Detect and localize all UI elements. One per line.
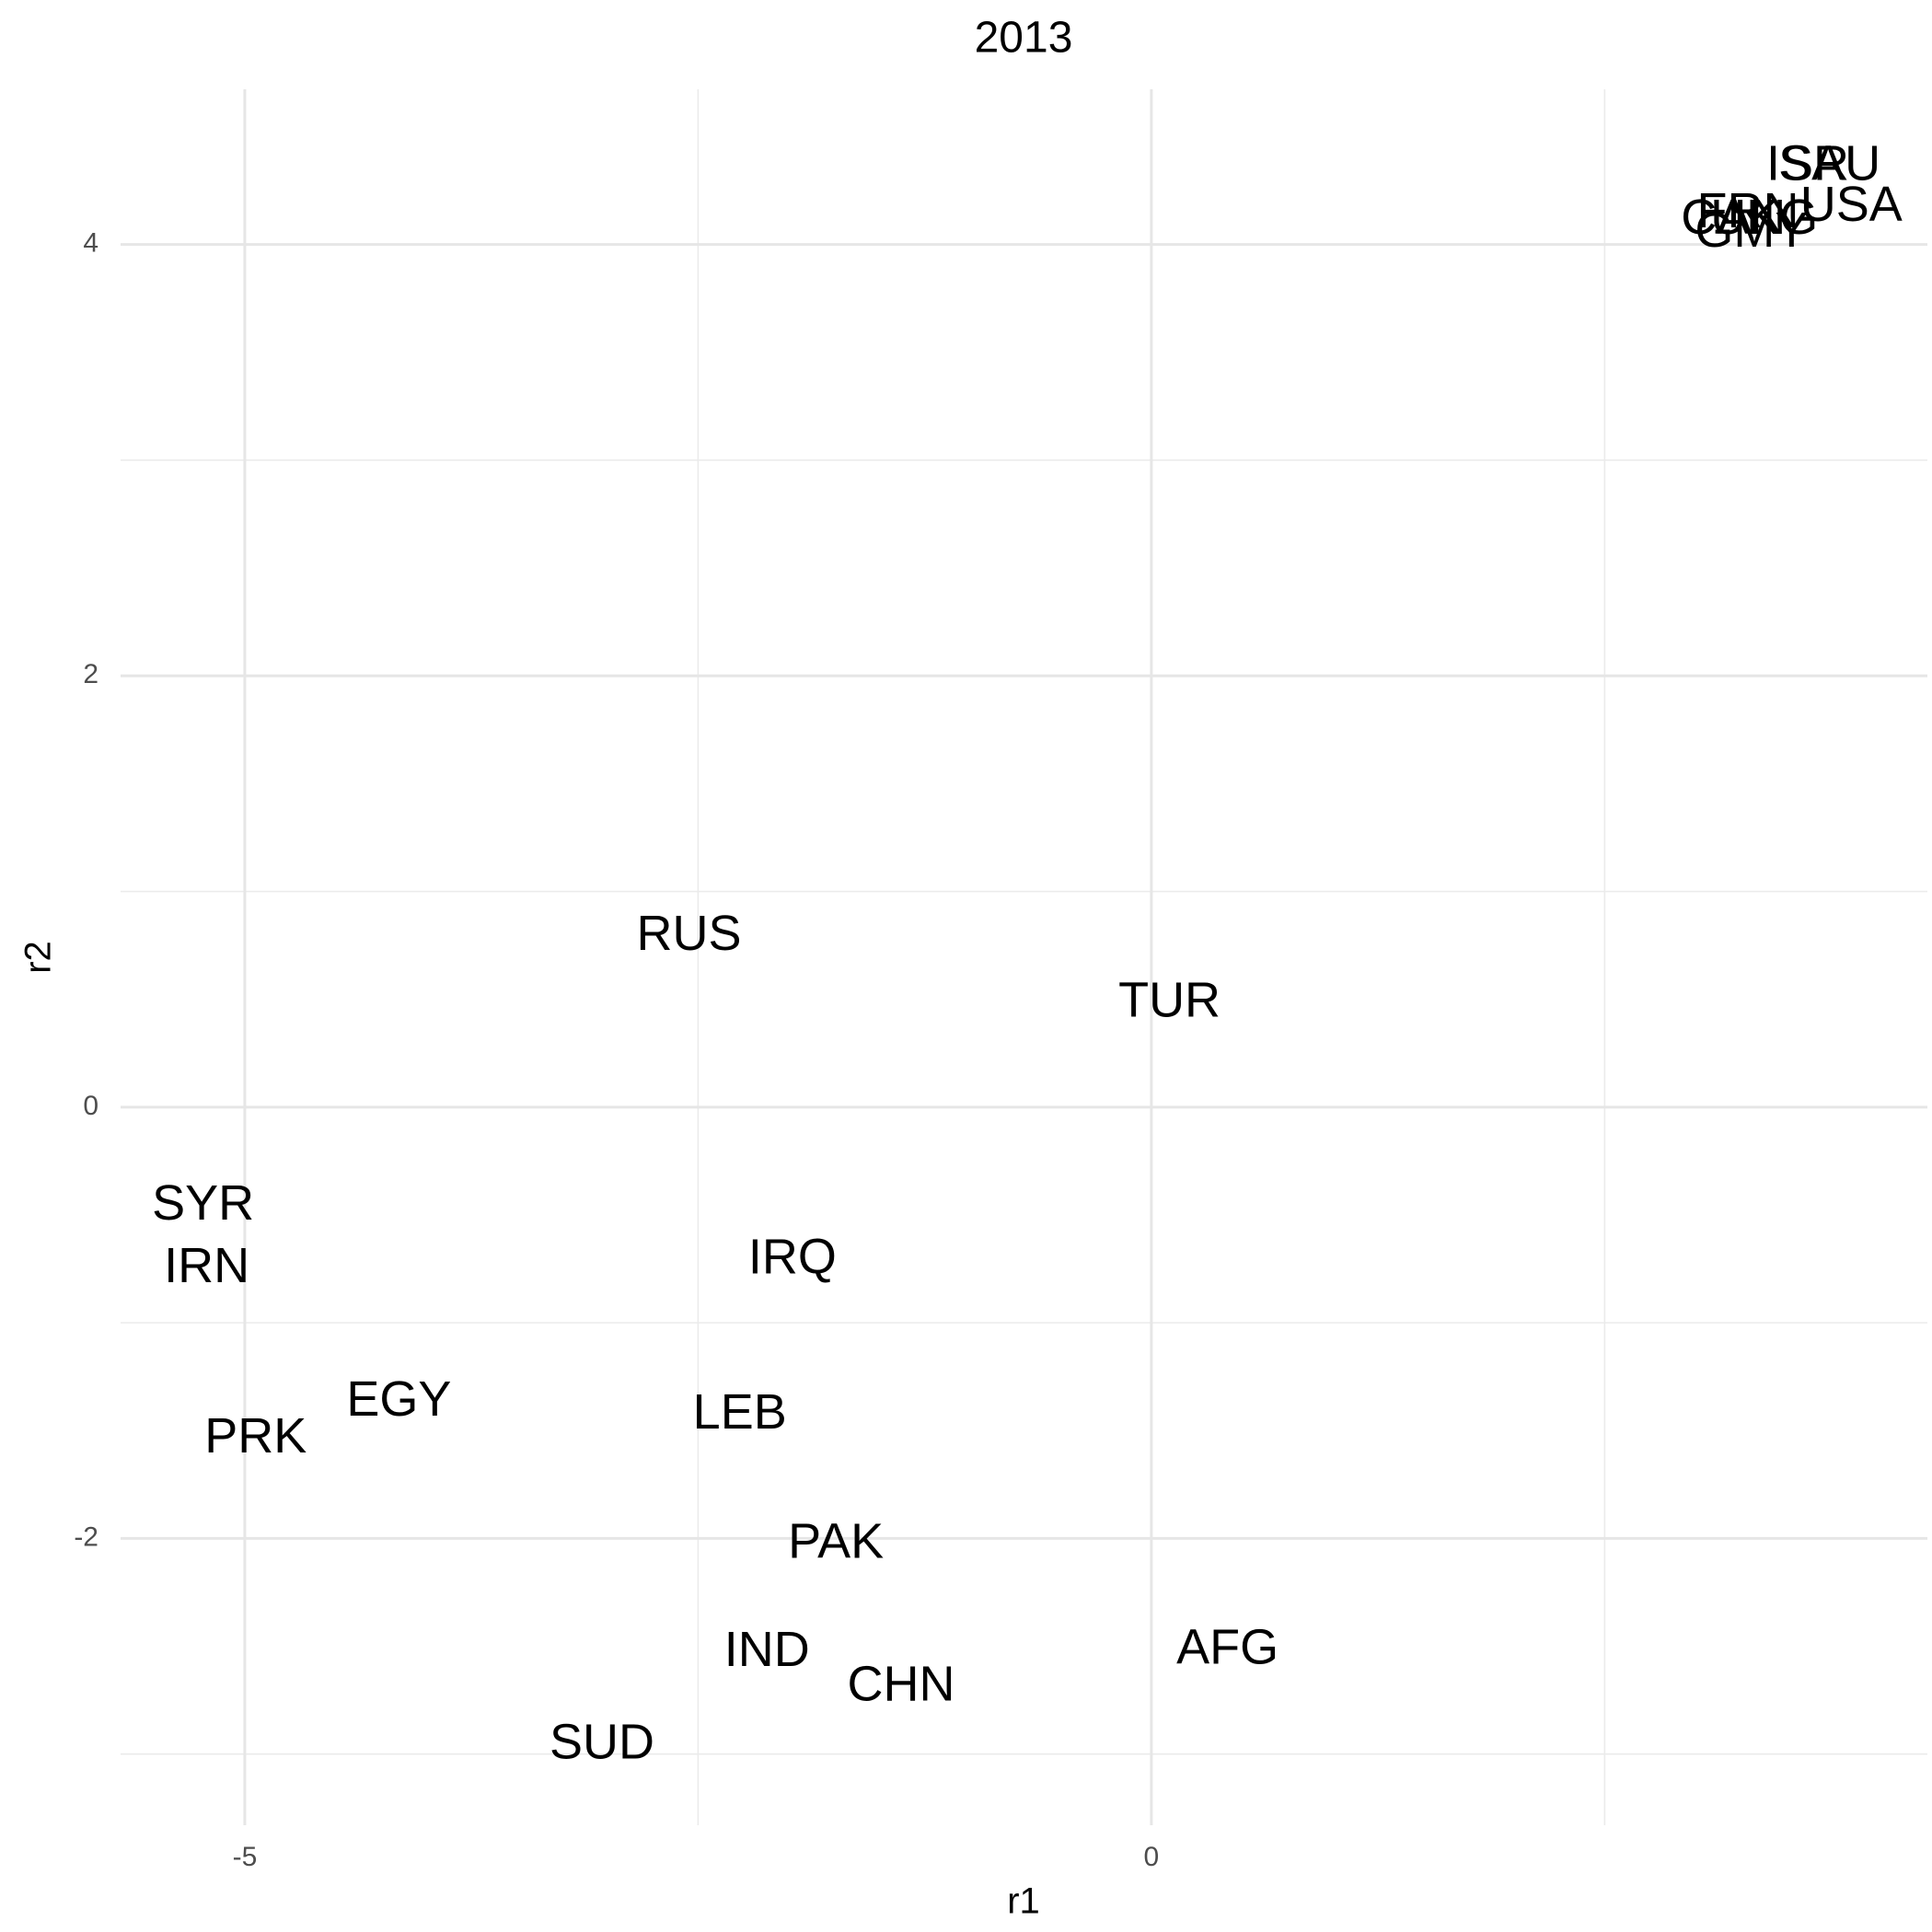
y-axis-label: r2 bbox=[18, 941, 59, 974]
x-tick-label: 0 bbox=[1144, 1842, 1160, 1872]
point-label: SAU bbox=[1778, 136, 1880, 191]
point-label: PRK bbox=[204, 1408, 307, 1463]
point-label: IRQ bbox=[748, 1229, 837, 1284]
point-label: USA bbox=[1800, 177, 1903, 232]
y-tick-label: 2 bbox=[83, 659, 98, 689]
point-label: SYR bbox=[152, 1175, 254, 1231]
point-label: UKG bbox=[1710, 190, 1818, 245]
y-tick-label: 4 bbox=[83, 228, 98, 259]
point-label: SUD bbox=[550, 1715, 654, 1770]
point-label: CHN bbox=[848, 1656, 955, 1711]
point-label: EGY bbox=[346, 1371, 451, 1427]
point-label: CAN bbox=[1681, 190, 1786, 245]
chart-title: 2013 bbox=[975, 14, 1073, 63]
point-label: RUS bbox=[637, 906, 742, 961]
point-label: AFG bbox=[1176, 1619, 1278, 1674]
x-tick-label: -5 bbox=[233, 1842, 258, 1872]
point-label: TUR bbox=[1118, 973, 1221, 1028]
point-label: FRN bbox=[1696, 183, 1799, 238]
point-label: LEB bbox=[693, 1384, 787, 1440]
point-label: PAK bbox=[788, 1514, 884, 1569]
point-label: GMY bbox=[1695, 202, 1808, 258]
y-tick-label: -2 bbox=[74, 1521, 98, 1552]
point-label: IND bbox=[724, 1622, 810, 1677]
y-tick-label: 0 bbox=[83, 1091, 98, 1121]
x-axis-label: r1 bbox=[1007, 1881, 1040, 1922]
point-label: IRN bbox=[164, 1238, 249, 1293]
point-label: ISR bbox=[1766, 136, 1849, 191]
